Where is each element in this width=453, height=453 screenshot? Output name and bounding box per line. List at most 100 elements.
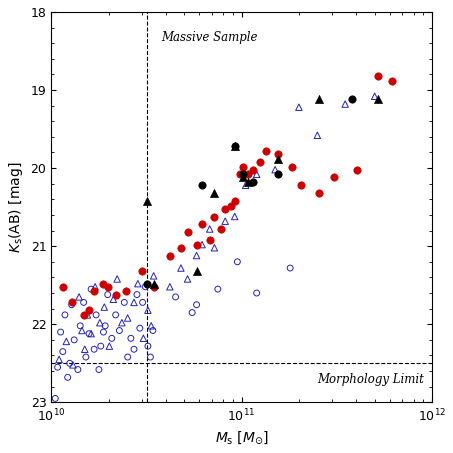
Point [177,244,184,251]
Point [87,285,95,293]
Point [222,205,229,212]
Point [193,252,200,259]
Point [76,293,83,300]
Point [55,356,63,363]
Point [330,174,337,181]
Point [78,327,86,334]
Point [54,364,61,371]
Point [315,96,323,103]
Point [101,304,108,311]
Point [66,360,73,367]
Point [240,174,247,181]
Point [149,327,157,334]
Point [147,353,154,361]
Point [139,299,146,306]
Point [250,178,257,186]
X-axis label: $M_{\mathrm{s}}$ [$M_{\odot}$]: $M_{\mathrm{s}}$ [$M_{\odot}$] [215,429,269,446]
Point [104,291,111,298]
Point [231,197,238,204]
Point [68,299,75,306]
Point [74,366,82,373]
Point [188,309,196,316]
Point [250,166,257,173]
Point [120,299,128,306]
Point [274,155,281,162]
Point [193,241,200,248]
Point [133,291,140,298]
Point [100,280,107,287]
Point [142,283,149,290]
Point [287,265,294,272]
Point [68,301,75,308]
Point [80,299,87,306]
Point [263,147,270,154]
Point [240,171,247,178]
Point [206,226,213,233]
Y-axis label: $K_{\mathrm{s}}(\mathrm{AB})$ [mag]: $K_{\mathrm{s}}(\mathrm{AB})$ [mag] [7,161,25,253]
Point [234,258,241,265]
Point [140,335,147,342]
Point [69,361,77,368]
Point [227,202,235,209]
Point [217,226,225,233]
Point [112,291,119,298]
Point [314,132,321,139]
Point [101,322,109,329]
Point [253,289,260,297]
Point [150,280,157,287]
Point [244,178,251,186]
Point [87,330,95,337]
Point [231,213,238,220]
Point [166,252,173,259]
Point [104,283,111,290]
Point [354,166,361,173]
Point [148,322,155,329]
Point [198,182,206,189]
Point [242,182,249,189]
Point [389,77,396,84]
Point [134,280,141,287]
Point [150,272,157,280]
Point [138,268,145,275]
Point [95,366,102,373]
Point [114,275,121,283]
Point [116,327,123,334]
Point [118,319,125,326]
Point [184,228,191,236]
Point [271,166,279,173]
Point [253,171,260,178]
Point [144,280,151,287]
Point [289,163,296,170]
Point [214,285,222,293]
Point [342,101,349,108]
Point [71,336,78,343]
Point [231,143,238,150]
Point [82,353,90,361]
Point [59,348,67,355]
Point [92,283,99,290]
Point [374,72,381,80]
Point [198,221,206,228]
Point [374,96,381,103]
Point [124,353,131,361]
Point [61,311,68,318]
Point [123,288,130,295]
Point [127,335,135,342]
Point [100,328,107,336]
Point [150,283,157,290]
Point [145,307,152,314]
Point [77,322,84,329]
Point [211,189,218,197]
Point [193,268,200,275]
Point [177,265,184,272]
Point [166,283,173,290]
Point [86,330,93,337]
Point [84,311,91,318]
Point [145,342,152,350]
Point [80,311,87,318]
Point [236,171,244,178]
Point [110,296,117,303]
Point [172,293,179,300]
Point [57,328,64,336]
Point [112,311,119,318]
